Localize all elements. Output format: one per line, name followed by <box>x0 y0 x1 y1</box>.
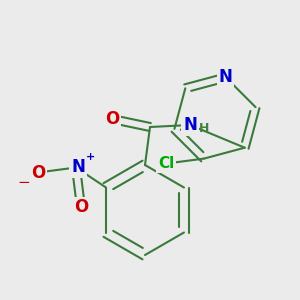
Text: −: − <box>18 175 30 190</box>
Text: O: O <box>105 110 119 128</box>
Text: N: N <box>219 68 233 86</box>
Text: O: O <box>74 199 88 217</box>
Text: O: O <box>31 164 45 181</box>
Text: Cl: Cl <box>158 156 174 171</box>
Text: N: N <box>71 158 85 176</box>
Text: H: H <box>199 122 209 134</box>
Text: +: + <box>85 152 95 163</box>
Text: N: N <box>183 116 197 134</box>
